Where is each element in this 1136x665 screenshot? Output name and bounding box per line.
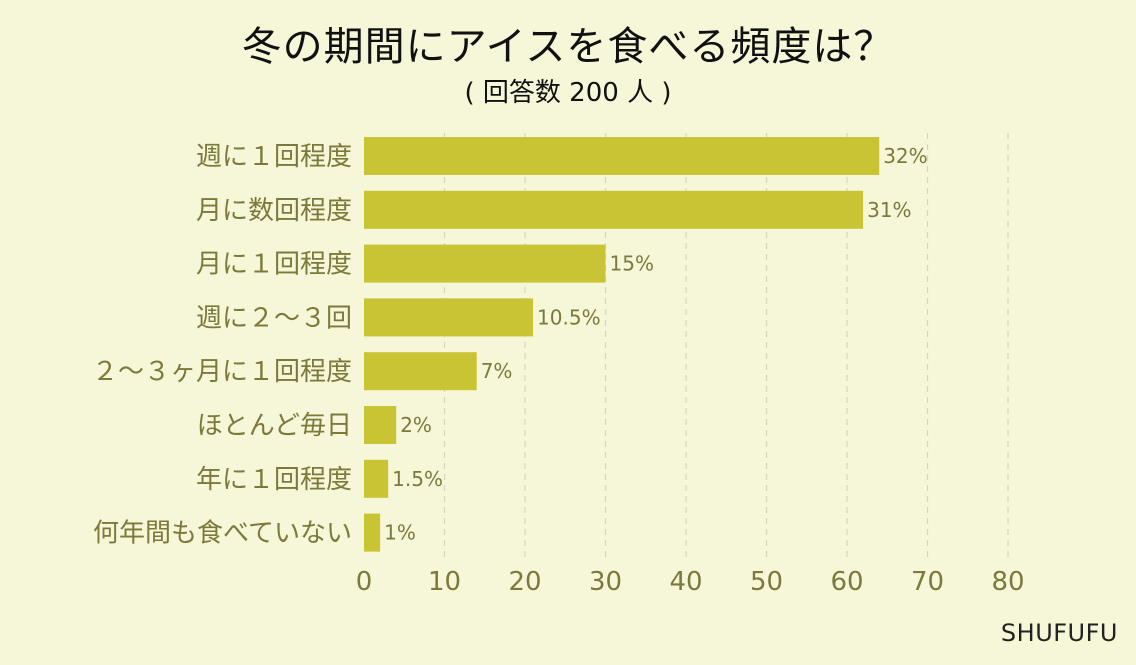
x-tick-label: 40 bbox=[669, 567, 702, 597]
category-label: 月に１回程度 bbox=[196, 250, 352, 280]
labels: 0 10 20 30 40 50 60 70 80 週に１回程度 32% 月に数回程度 31% 月に１回程… bbox=[92, 142, 1025, 597]
data-label: 31% bbox=[867, 198, 911, 222]
data-label: 2% bbox=[400, 413, 432, 437]
x-tick-label: 10 bbox=[428, 567, 461, 597]
bar bbox=[364, 352, 477, 391]
data-label: 7% bbox=[481, 359, 513, 383]
source-credit: SHUFUFU bbox=[1000, 619, 1118, 647]
data-label: 1% bbox=[384, 521, 416, 545]
bar bbox=[364, 298, 534, 337]
x-tick-label: 50 bbox=[750, 567, 783, 597]
bar bbox=[364, 244, 606, 283]
category-label: ほとんど毎日 bbox=[197, 411, 352, 441]
bar bbox=[364, 406, 397, 444]
bar bbox=[364, 513, 381, 552]
category-label: 週に２～３回 bbox=[196, 303, 352, 333]
category-label: 何年間も食べていない bbox=[93, 519, 352, 549]
x-tick-label: 0 bbox=[356, 567, 373, 597]
x-tick-label: 20 bbox=[508, 567, 541, 597]
category-label: 週に１回程度 bbox=[196, 142, 352, 172]
chart-title: 冬の期間にアイスを食べる頻度は？ bbox=[241, 24, 895, 70]
data-label: 32% bbox=[883, 144, 927, 168]
data-label: 10.5% bbox=[537, 305, 601, 329]
bar bbox=[364, 137, 880, 175]
bars bbox=[364, 137, 880, 552]
category-label: 月に数回程度 bbox=[196, 196, 352, 226]
bar bbox=[364, 459, 389, 498]
bar bbox=[364, 190, 864, 229]
category-label: ２～３ヶ月に１回程度 bbox=[92, 357, 352, 387]
category-label: 年に１回程度 bbox=[196, 465, 352, 495]
chart-subtitle: ( 回答数 200 人 ) bbox=[464, 78, 672, 108]
data-label: 15% bbox=[610, 252, 654, 276]
x-tick-label: 60 bbox=[830, 567, 863, 597]
x-tick-label: 80 bbox=[991, 567, 1024, 597]
data-label: 1.5% bbox=[392, 467, 443, 491]
x-tick-label: 70 bbox=[911, 567, 944, 597]
x-tick-label: 30 bbox=[589, 567, 622, 597]
